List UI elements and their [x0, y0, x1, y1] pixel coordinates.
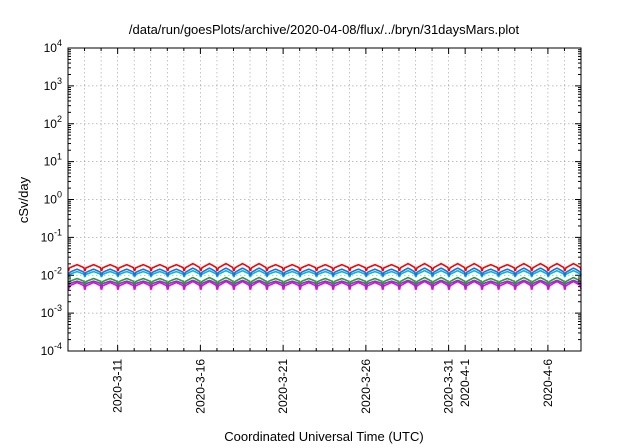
y-tick-label: 102: [44, 114, 62, 131]
series-line: [67, 276, 582, 285]
x-tick-label: 2020-4-1: [458, 359, 472, 407]
y-tick-label: 104: [44, 38, 62, 55]
series-line: [67, 267, 582, 276]
y-tick-label: 10-1: [41, 227, 62, 244]
y-axis-title: cSv/day: [16, 176, 31, 223]
y-tick-label: 10-3: [41, 303, 62, 320]
series-lines: [67, 262, 582, 290]
y-tick-label: 10-2: [41, 265, 62, 282]
x-axis-title: Coordinated Universal Time (UTC): [224, 429, 423, 444]
y-tick-label: 100: [44, 190, 62, 207]
grid-lines: [68, 48, 581, 351]
x-tick-label: 2020-3-11: [111, 359, 125, 413]
y-tick-label: 103: [44, 76, 62, 93]
x-tick-label: 2020-4-6: [541, 359, 555, 407]
x-axis-ticks: 2020-3-11 2020-3-16 2020-3-21 2020-3-26 2020…: [84, 48, 565, 414]
x-tick-label: 2020-3-26: [359, 359, 373, 414]
chart-title: /data/run/goesPlots/archive/2020-04-08/f…: [129, 22, 520, 37]
series-line: [67, 279, 582, 287]
y-tick-label: 101: [44, 152, 62, 169]
series-line: [67, 269, 582, 278]
series-line: [67, 262, 582, 272]
y-axis-ticks: 10-4 10-3 10-2 10-1 100 101 102 103 104: [41, 38, 581, 358]
y-tick-label: 10-4: [41, 341, 62, 358]
x-tick-label: 2020-3-16: [193, 359, 207, 414]
series-line: [67, 280, 582, 290]
x-tick-label: 2020-3-31: [442, 359, 456, 414]
x-tick-label: 2020-3-21: [276, 359, 290, 414]
